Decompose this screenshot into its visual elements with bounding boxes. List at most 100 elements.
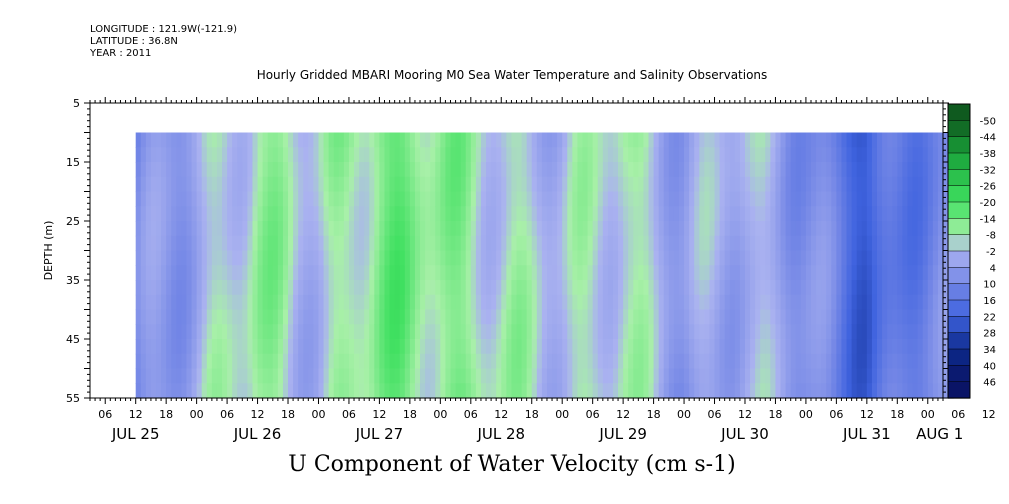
- heatmap-cell: [323, 235, 330, 252]
- heatmap-cell: [354, 339, 360, 355]
- heatmap-cell: [501, 368, 507, 384]
- heatmap-cell: [694, 383, 700, 399]
- heatmap-cell: [765, 280, 771, 296]
- heatmap-cell: [135, 265, 142, 281]
- heatmap-cell: [516, 250, 523, 266]
- heatmap-cell: [394, 206, 401, 222]
- heatmap-cell: [526, 294, 533, 311]
- x-day-label: JUL 28: [476, 425, 525, 443]
- heatmap-cell: [374, 132, 381, 148]
- heatmap-cell: [623, 132, 629, 148]
- heatmap-cell: [866, 339, 873, 355]
- heatmap-cell: [298, 353, 304, 370]
- heatmap-cell: [282, 176, 289, 193]
- heatmap-cell: [658, 368, 665, 384]
- heatmap-cell: [750, 383, 756, 399]
- heatmap-cell: [374, 383, 381, 399]
- heatmap-cell: [841, 280, 848, 296]
- heatmap-cell: [145, 132, 152, 148]
- heatmap-cell: [460, 280, 467, 296]
- heatmap-cell: [724, 132, 731, 148]
- chart-title: Hourly Gridded MBARI Mooring M0 Sea Wate…: [256, 68, 768, 82]
- heatmap-cell: [577, 250, 584, 266]
- heatmap-cell: [739, 147, 746, 163]
- heatmap-cell: [739, 221, 746, 237]
- heatmap-cell: [470, 294, 477, 311]
- heatmap-cell: [638, 368, 645, 384]
- heatmap-cell: [140, 353, 147, 370]
- heatmap-cell: [267, 147, 274, 163]
- heatmap-cell: [587, 250, 594, 266]
- heatmap-cell: [313, 221, 320, 237]
- heatmap-cell: [450, 294, 457, 311]
- heatmap-cell: [612, 176, 619, 193]
- heatmap-cell: [186, 294, 193, 311]
- heatmap-cell: [145, 309, 152, 325]
- heatmap-cell: [552, 162, 558, 178]
- heatmap-cell: [638, 324, 645, 340]
- heatmap-cell: [572, 235, 579, 252]
- heatmap-cell: [348, 309, 355, 325]
- heatmap-cell: [810, 353, 817, 370]
- heatmap-cell: [470, 265, 477, 281]
- heatmap-cell: [582, 280, 589, 296]
- heatmap-cell: [191, 176, 198, 193]
- heatmap-cell: [389, 176, 396, 193]
- heatmap-cell: [176, 309, 182, 325]
- heatmap-cell: [318, 191, 325, 207]
- heatmap-cell: [369, 162, 375, 178]
- heatmap-cell: [521, 176, 528, 193]
- heatmap-cell: [816, 147, 822, 163]
- heatmap-cell: [800, 353, 807, 370]
- heatmap-cell: [420, 383, 426, 399]
- heatmap-cell: [384, 383, 391, 399]
- colorbar-band: [947, 283, 971, 301]
- heatmap-cell: [323, 280, 330, 296]
- heatmap-cell: [643, 324, 650, 340]
- heatmap-cell: [612, 221, 619, 237]
- heatmap-cell: [876, 191, 883, 207]
- heatmap-cell: [932, 132, 939, 148]
- heatmap-cell: [211, 265, 218, 281]
- heatmap-cell: [389, 265, 396, 281]
- heatmap-cell: [257, 309, 264, 325]
- heatmap-cell: [384, 206, 391, 222]
- heatmap-cell: [156, 132, 162, 148]
- heatmap-cell: [242, 221, 248, 237]
- heatmap-cell: [876, 309, 883, 325]
- heatmap-cell: [430, 132, 436, 148]
- heatmap-cell: [653, 265, 660, 281]
- heatmap-cell: [475, 309, 482, 325]
- heatmap-cell: [902, 235, 909, 252]
- heatmap-cell: [836, 294, 843, 311]
- heatmap-cell: [694, 147, 700, 163]
- heatmap-cell: [572, 221, 579, 237]
- heatmap-cell: [607, 339, 614, 355]
- heatmap-cell: [364, 235, 370, 252]
- heatmap-cell: [252, 324, 259, 340]
- heatmap-cell: [521, 324, 528, 340]
- heatmap-cell: [440, 235, 447, 252]
- heatmap-cell: [237, 206, 243, 222]
- heatmap-cell: [892, 132, 898, 148]
- heatmap-cell: [425, 176, 431, 193]
- heatmap-cell: [882, 294, 888, 311]
- heatmap-cell: [932, 162, 939, 178]
- heatmap-cell: [937, 162, 944, 178]
- heatmap-cell: [338, 324, 345, 340]
- heatmap-cell: [648, 221, 655, 237]
- heatmap-cell: [805, 265, 812, 281]
- heatmap-cell: [298, 221, 304, 237]
- heatmap-cell: [557, 383, 563, 399]
- heatmap-cell: [211, 353, 218, 370]
- heatmap-cell: [846, 191, 853, 207]
- colorbar-label: -2: [986, 247, 996, 258]
- heatmap-cell: [927, 368, 934, 384]
- heatmap-cell: [821, 235, 827, 252]
- heatmap-cell: [262, 309, 269, 325]
- heatmap-cell: [526, 191, 533, 207]
- heatmap-cell: [480, 206, 487, 222]
- heatmap-cell: [308, 176, 315, 193]
- heatmap-cell: [765, 294, 771, 311]
- heatmap-cell: [719, 132, 726, 148]
